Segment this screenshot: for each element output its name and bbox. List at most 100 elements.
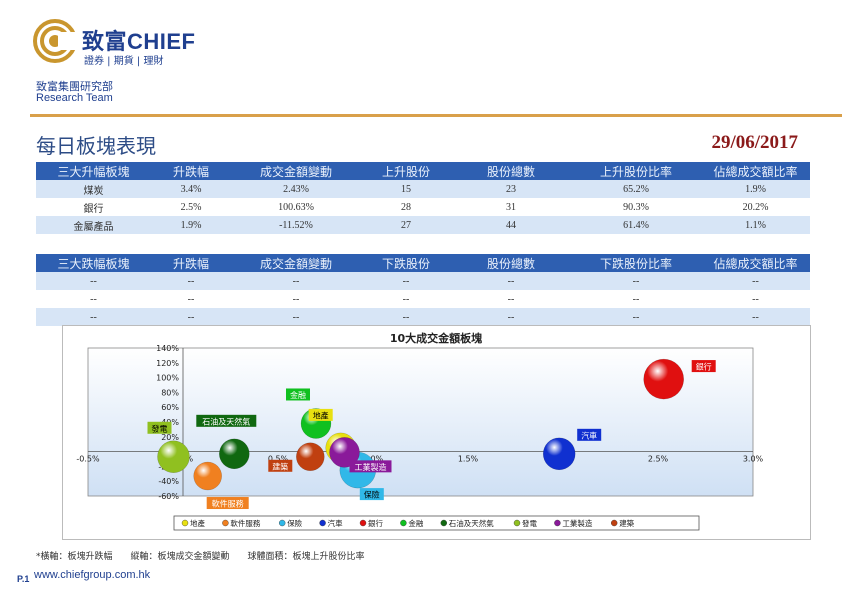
losers-table-cell: -- — [451, 308, 571, 326]
brand-name: 致富CHIEF — [82, 29, 196, 54]
website-link[interactable]: www.chiefgroup.com.hk — [34, 569, 151, 581]
legend-marker — [222, 519, 229, 527]
bubble-label-box — [577, 428, 602, 441]
bubble-label-box — [349, 460, 392, 473]
losers-table-cell: -- — [361, 290, 451, 308]
losers-table-cell: -- — [571, 308, 701, 326]
legend-entry: 金融 — [408, 518, 423, 528]
report-date: 29/06/2017 — [711, 132, 798, 153]
bubble-label: 金融 — [290, 390, 306, 400]
chart-footnote: *橫軸：板塊升跌幅 縱軸：板塊成交金額變動 球體面積：板塊上升股份比率 — [36, 552, 365, 562]
gainers-table-row: 金屬產品 1.9% -11.52% 27 44 61.4% 1.1% — [36, 216, 810, 234]
bubble-石油及天然氣 — [219, 438, 250, 470]
gainers-column-header: 上升股份 — [361, 162, 451, 180]
legend-marker — [278, 519, 286, 527]
y-tick-label: -40% — [158, 477, 179, 486]
bubble-label-box — [691, 360, 716, 373]
legend-entry: 石油及天然氣 — [449, 518, 494, 528]
gainers-header-row: 三大升幅板塊 升跌幅 成交金額變動 上升股份 股份總數 上升股份比率 佔總成交額比率 — [36, 162, 810, 180]
x-tick-label: 2.5% — [648, 455, 669, 464]
bubble-label: 銀行 — [696, 362, 712, 372]
legend-entry: 銀行 — [368, 518, 383, 528]
losers-column-header: 佔總成交額比率 — [701, 254, 810, 272]
legend-marker — [611, 519, 618, 527]
losers-table-cell: -- — [451, 290, 571, 308]
team-name-cn: 致富集團研究部 — [36, 80, 113, 93]
gainers-column-header: 上升股份比率 — [571, 162, 701, 180]
gainers-table-row: 銀行 2.5% 100.63% 28 31 90.3% 20.2% — [36, 198, 810, 216]
bubble-label: 建築 — [272, 461, 288, 471]
top-losers-table: 三大跌幅板塊 升跌幅 成交金額變動 下跌股份 股份總數 下跌股份比率 佔總成交額比率 -- --… — [36, 254, 810, 326]
gainers-table-cell: 1.9% — [151, 216, 231, 234]
losers-table-cell: -- — [361, 308, 451, 326]
losers-table-cell: -- — [571, 290, 701, 308]
gainers-table-cell: 100.63% — [231, 198, 361, 216]
legend-entry: 軟件服務 — [230, 518, 260, 528]
bubble-label-box — [147, 421, 172, 434]
gainers-table-cell: 銀行 — [36, 198, 151, 216]
legend-marker — [319, 519, 326, 527]
bubble-銀行 — [643, 358, 684, 400]
page-number: P.1 — [17, 574, 30, 584]
x-tick-label: 3.0% — [743, 455, 764, 464]
gainers-column-header: 升跌幅 — [151, 162, 231, 180]
gainers-table-cell: 1.1% — [701, 216, 810, 234]
y-tick-label: 80% — [161, 388, 179, 397]
bubble-chart: 10大成交金額板塊140%120%100%80%60%40%20%0%-20%-… — [76, 331, 764, 531]
losers-table-cell: -- — [701, 308, 810, 326]
gainers-table-cell: 27 — [361, 216, 451, 234]
losers-table-cell: -- — [571, 272, 701, 290]
gainers-table-cell: 煤炭 — [36, 180, 151, 198]
gainers-table-cell: 1.9% — [701, 180, 810, 198]
losers-table-row: -- -- -- -- -- -- -- — [36, 308, 810, 326]
y-tick-label: -60% — [158, 492, 179, 501]
x-tick-label: 1.0% — [363, 455, 384, 464]
gainers-table-cell: 3.4% — [151, 180, 231, 198]
legend-entry: 汽車 — [328, 518, 343, 528]
bubble-label-box — [308, 408, 333, 421]
legend-entry: 建築 — [619, 518, 634, 528]
legend-marker — [554, 519, 561, 527]
logo-icon — [33, 19, 78, 63]
chart-legend — [173, 515, 700, 531]
losers-table-cell: -- — [36, 272, 151, 290]
chart-title: 10大成交金額板塊 — [390, 331, 482, 345]
losers-table-cell: -- — [151, 308, 231, 326]
losers-table-cell: -- — [151, 272, 231, 290]
gainers-column-header: 成交金額變動 — [231, 162, 361, 180]
losers-header-row: 三大跌幅板塊 升跌幅 成交金額變動 下跌股份 股份總數 下跌股份比率 佔總成交額比率 — [36, 254, 810, 272]
gainers-table-cell: 31 — [451, 198, 571, 216]
bubble-label-box — [359, 488, 384, 501]
gainers-column-header: 佔總成交額比率 — [701, 162, 810, 180]
gainers-table-cell: 61.4% — [571, 216, 701, 234]
legend-marker — [513, 519, 521, 527]
gainers-table-cell: 15 — [361, 180, 451, 198]
team-name-en: Research Team — [36, 92, 113, 104]
losers-column-header: 股份總數 — [451, 254, 571, 272]
gainers-table-cell: 44 — [451, 216, 571, 234]
y-tick-label: 140% — [156, 344, 179, 353]
losers-table-cell: -- — [701, 272, 810, 290]
bubble-label-box — [196, 414, 257, 427]
bubble-發電 — [157, 440, 190, 474]
bubble-chart-panel: 10大成交金額板塊140%120%100%80%60%40%20%0%-20%-… — [62, 325, 811, 540]
bubble-label: 地產 — [313, 410, 329, 420]
bubble-label: 保險 — [364, 490, 380, 500]
losers-column-header: 成交金額變動 — [231, 254, 361, 272]
losers-column-header: 升跌幅 — [151, 254, 231, 272]
losers-table-cell: -- — [36, 290, 151, 308]
gainers-table-cell: 金屬產品 — [36, 216, 151, 234]
gainers-table-cell: -11.52% — [231, 216, 361, 234]
losers-table-cell: -- — [451, 272, 571, 290]
gainers-table-cell: 2.43% — [231, 180, 361, 198]
losers-table-cell: -- — [231, 272, 361, 290]
gainers-table-cell: 28 — [361, 198, 451, 216]
legend-marker — [400, 519, 407, 527]
y-tick-label: 120% — [156, 359, 179, 368]
bubble-label: 工業製造 — [355, 462, 387, 472]
losers-table-cell: -- — [231, 308, 361, 326]
bubble-label-box — [268, 459, 293, 472]
bubble-工業製造 — [329, 437, 360, 468]
gainers-column-header: 股份總數 — [451, 162, 571, 180]
losers-table-row: -- -- -- -- -- -- -- — [36, 272, 810, 290]
